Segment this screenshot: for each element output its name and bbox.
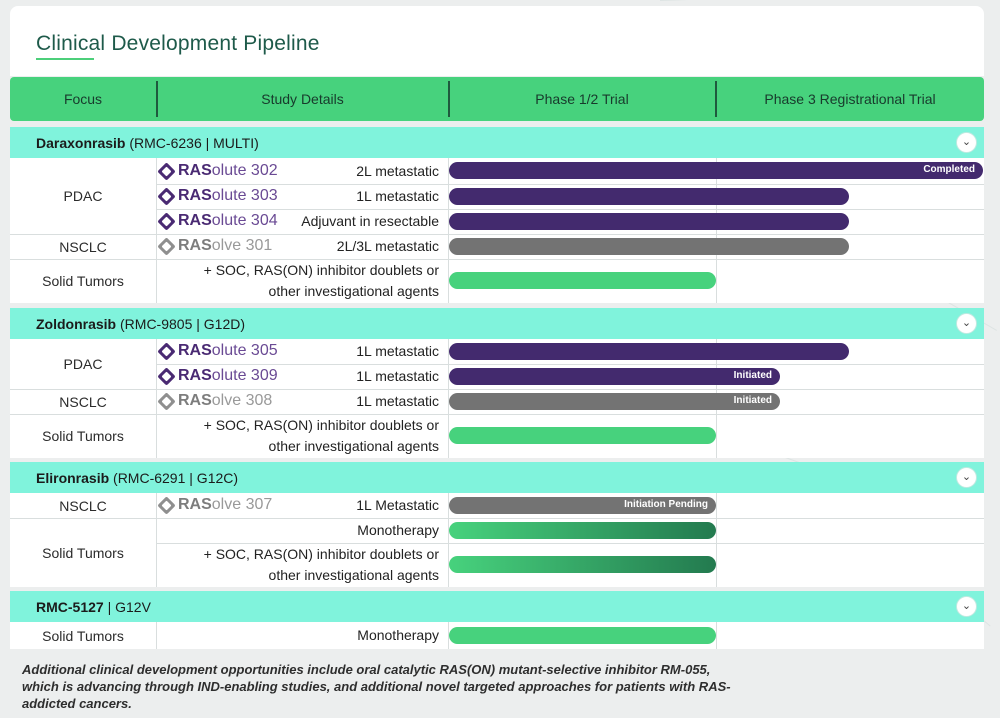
focus-solid-tumors: Solid Tumors	[42, 428, 124, 444]
rasolute-logo-icon	[157, 186, 176, 206]
study-detail: 1L metastatic	[356, 368, 439, 384]
progress-bar	[449, 238, 849, 255]
footnote: Additional clinical development opportun…	[22, 662, 731, 711]
study-rasolute-303[interactable]: RAS olute 303	[157, 186, 278, 206]
progress-bar	[449, 213, 849, 230]
chevron-down-icon[interactable]: ⌄	[956, 467, 977, 488]
status-badge: Initiated	[733, 395, 772, 406]
pipeline-header: Focus Study Details Phase 1/2 Trial Phas…	[10, 77, 984, 121]
progress-bar	[449, 556, 716, 573]
focus-nsclc: NSCLC	[59, 393, 107, 410]
focus-pdac: PDAC	[63, 188, 103, 204]
section-title: RMC-5127 | G12V	[36, 599, 151, 615]
header-separator	[715, 81, 717, 117]
section-header[interactable]: Daraxonrasib (RMC-6236 | MULTI) ⌄	[10, 127, 984, 158]
section-title: Daraxonrasib (RMC-6236 | MULTI)	[36, 135, 259, 151]
chevron-down-icon[interactable]: ⌄	[956, 132, 977, 153]
progress-bar: Initiated	[449, 368, 780, 385]
rasolute-logo-icon	[157, 341, 176, 361]
section-title: Elironrasib (RMC-6291 | G12C)	[36, 470, 239, 486]
study-rasolute-309[interactable]: RAS olute 309	[157, 366, 278, 386]
study-rasolve-307[interactable]: RAS olve 307	[157, 495, 272, 515]
study-detail: + SOC, RAS(ON) inhibitor doublets or othe…	[203, 546, 439, 583]
progress-bar	[449, 343, 849, 360]
background-line	[660, 0, 780, 1]
header-focus: Focus	[63, 91, 103, 107]
title-card: Clinical Development Pipeline	[10, 6, 984, 76]
section-header[interactable]: Elironrasib (RMC-6291 | G12C) ⌄	[10, 462, 984, 493]
header-phase-3: Phase 3 Registrational Trial	[764, 91, 936, 107]
progress-bar	[449, 522, 716, 539]
header-separator	[156, 81, 158, 117]
progress-bar	[449, 272, 716, 289]
study-rasolute-305[interactable]: RAS olute 305	[157, 341, 278, 361]
section-rmc-5127: RMC-5127 | G12V ⌄ Solid Tumors Monothera…	[10, 591, 984, 649]
progress-bar	[449, 627, 716, 644]
header-separator	[448, 81, 450, 117]
focus-solid-tumors: Solid Tumors	[42, 273, 124, 289]
study-rasolve-308[interactable]: RAS olve 308	[157, 391, 272, 411]
section-header[interactable]: RMC-5127 | G12V ⌄	[10, 591, 984, 622]
study-detail: 2L metastatic	[356, 163, 439, 179]
status-badge: Initiated	[733, 370, 772, 381]
focus-nsclc: NSCLC	[59, 497, 107, 514]
rasolute-logo-icon	[157, 211, 176, 231]
focus-pdac: PDAC	[63, 356, 103, 372]
study-detail: Monotherapy	[357, 522, 439, 538]
status-badge: Initiation Pending	[624, 499, 708, 510]
progress-bar: Initiation Pending	[449, 497, 716, 514]
focus-nsclc: NSCLC	[59, 238, 107, 255]
rasolve-logo-icon	[157, 391, 176, 411]
progress-bar: Completed	[449, 162, 983, 179]
section-elironrasib: Elironrasib (RMC-6291 | G12C) ⌄ NSCLC So…	[10, 462, 984, 587]
page-title: Clinical Development Pipeline	[36, 32, 320, 55]
rasolve-logo-icon	[157, 236, 176, 256]
progress-bar	[449, 188, 849, 205]
title-underline	[36, 58, 94, 60]
status-badge: Completed	[923, 164, 975, 175]
section-daraxonrasib: Daraxonrasib (RMC-6236 | MULTI) ⌄ PDAC N…	[10, 127, 984, 303]
study-detail: 1L Metastatic	[356, 497, 439, 513]
rasolute-logo-icon	[157, 366, 176, 386]
focus-solid-tumors: Solid Tumors	[42, 544, 124, 561]
header-phase-1-2: Phase 1/2 Trial	[535, 91, 629, 107]
header-study-details: Study Details	[261, 91, 344, 107]
study-detail: 2L/3L metastatic	[336, 238, 439, 254]
study-detail: Adjuvant in resectable	[301, 213, 439, 229]
study-detail: 1L metastatic	[356, 188, 439, 204]
section-title: Zoldonrasib (RMC-9805 | G12D)	[36, 316, 246, 332]
study-detail: + SOC, RAS(ON) inhibitor doublets or othe…	[203, 417, 439, 454]
study-rasolve-301[interactable]: RAS olve 301	[157, 236, 272, 256]
section-zoldonrasib: Zoldonrasib (RMC-9805 | G12D) ⌄ PDAC NSC…	[10, 308, 984, 458]
section-header[interactable]: Zoldonrasib (RMC-9805 | G12D) ⌄	[10, 308, 984, 339]
study-detail: 1L metastatic	[356, 393, 439, 409]
chevron-down-icon[interactable]: ⌄	[956, 596, 977, 617]
study-rasolute-302[interactable]: RAS olute 302	[157, 161, 278, 181]
study-rasolute-304[interactable]: RAS olute 304	[157, 211, 278, 231]
study-detail: Monotherapy	[357, 627, 439, 643]
study-detail: + SOC, RAS(ON) inhibitor doublets or othe…	[203, 262, 439, 299]
progress-bar	[449, 427, 716, 444]
progress-bar: Initiated	[449, 393, 780, 410]
focus-solid-tumors: Solid Tumors	[42, 627, 124, 644]
rasolve-logo-icon	[157, 495, 176, 515]
rasolute-logo-icon	[157, 161, 176, 181]
chevron-down-icon[interactable]: ⌄	[956, 313, 977, 334]
study-detail: 1L metastatic	[356, 343, 439, 359]
